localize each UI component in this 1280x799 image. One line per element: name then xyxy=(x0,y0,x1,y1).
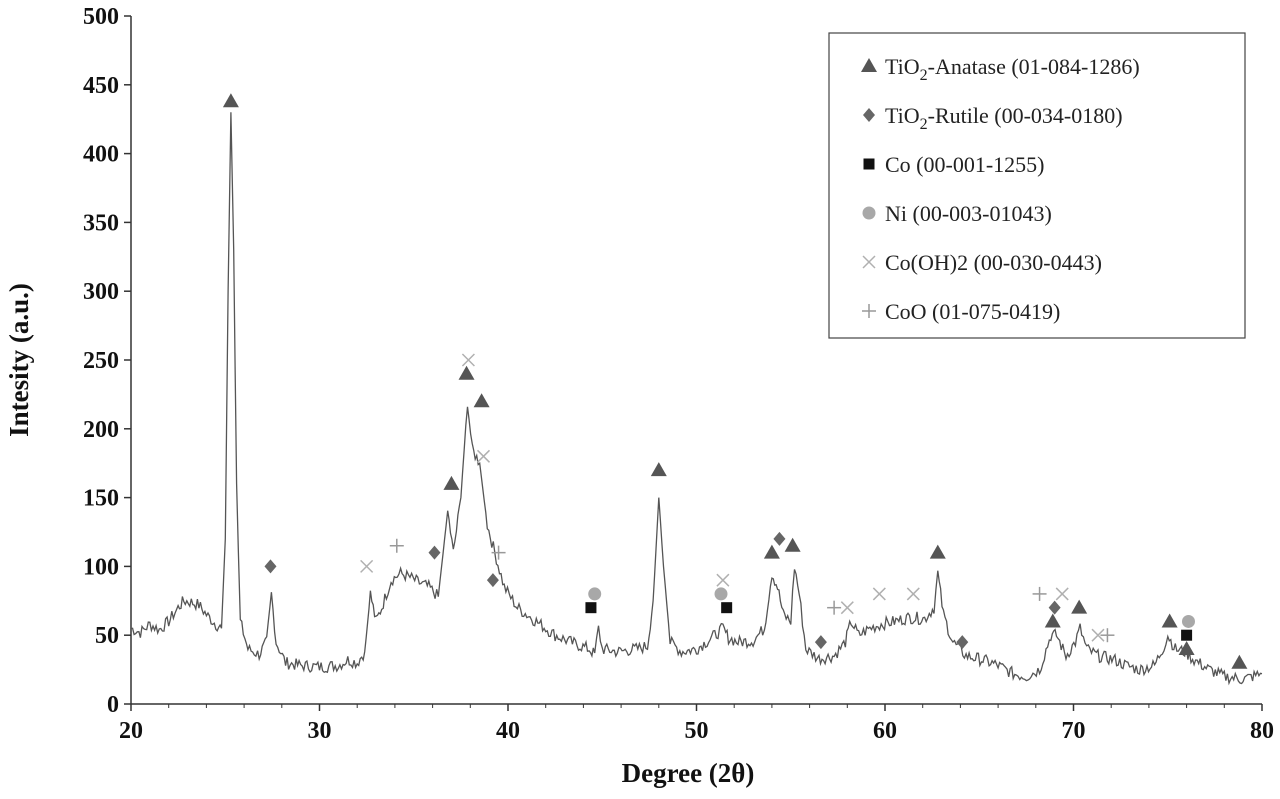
y-tick-label: 350 xyxy=(83,210,119,236)
coo-marker xyxy=(389,538,404,553)
legend-label-rutile: TiO2-Rutile (00-034-0180) xyxy=(885,103,1123,133)
coh-marker xyxy=(906,587,920,601)
phase-markers xyxy=(222,93,1248,669)
legend: TiO2-Anatase (01-084-1286)TiO2-Rutile (0… xyxy=(828,32,1246,339)
anatase-marker xyxy=(1044,613,1061,628)
legend-label-base: Co (00-001-1255) xyxy=(885,152,1044,177)
rutile-marker xyxy=(486,573,499,588)
anatase-marker xyxy=(929,544,946,559)
anatase-marker xyxy=(784,537,801,552)
legend-symbol-ni xyxy=(862,206,876,220)
x-tick-label: 60 xyxy=(873,718,897,744)
legend-label-rest: -Rutile (00-034-0180) xyxy=(928,103,1123,128)
rutile-marker xyxy=(956,635,969,650)
legend-label-base: CoO (01-075-0419) xyxy=(885,299,1060,324)
anatase-marker xyxy=(1071,599,1088,614)
rutile-marker xyxy=(814,635,827,650)
x-tick-label: 30 xyxy=(308,718,332,744)
co-marker xyxy=(585,602,597,614)
legend-label-anatase: TiO2-Anatase (01-084-1286) xyxy=(885,54,1140,84)
legend-symbol-anatase xyxy=(861,58,877,72)
coo-marker xyxy=(1032,586,1047,601)
anatase-marker xyxy=(222,93,239,108)
x-tick-label: 80 xyxy=(1250,718,1274,744)
coo-marker xyxy=(491,545,506,560)
legend-label-rest: -Anatase (01-084-1286) xyxy=(928,54,1140,79)
legend-symbol-co xyxy=(863,158,875,170)
y-tick-label: 250 xyxy=(83,348,119,374)
y-tick-label: 450 xyxy=(83,73,119,99)
legend-symbol-coh xyxy=(862,255,876,269)
coh-marker xyxy=(1055,587,1069,601)
anatase-marker xyxy=(1161,613,1178,628)
ni-marker xyxy=(588,587,602,601)
legend-label-coo: CoO (01-075-0419) xyxy=(885,299,1060,324)
y-tick-label: 300 xyxy=(83,279,119,305)
y-tick-label: 500 xyxy=(83,4,119,30)
coo-marker xyxy=(1100,628,1115,643)
y-tick-label: 150 xyxy=(83,486,119,512)
coh-marker xyxy=(716,573,730,587)
coh-marker xyxy=(461,353,475,367)
rutile-marker xyxy=(1048,600,1061,615)
anatase-marker xyxy=(443,475,460,490)
tick-labels: 0 50 100 150 200 250 300 350 400 450 500 20 30 40 50 60… xyxy=(83,4,1274,744)
legend-label-ni: Ni (00-003-01043) xyxy=(885,201,1052,226)
y-tick-label: 200 xyxy=(83,417,119,443)
legend-label-base: Ni (00-003-01043) xyxy=(885,201,1052,226)
y-axis-title: Intesity (a.u.) xyxy=(4,283,34,437)
x-axis-title: Degree (2θ) xyxy=(622,758,755,788)
rutile-marker xyxy=(264,559,277,574)
legend-label-base: TiO xyxy=(885,54,920,79)
legend-label-base: Co(OH)2 (00-030-0443) xyxy=(885,250,1102,275)
x-tick-label: 40 xyxy=(496,718,520,744)
legend-symbol-coo xyxy=(862,304,876,318)
ni-marker xyxy=(714,587,728,601)
anatase-marker xyxy=(473,393,490,408)
coh-marker xyxy=(1091,628,1105,642)
anatase-marker xyxy=(1178,640,1195,655)
legend-label-subscript: 2 xyxy=(920,67,928,84)
x-tick-label: 20 xyxy=(119,718,143,744)
rutile-marker xyxy=(773,531,786,546)
rutile-marker xyxy=(428,545,441,560)
y-tick-label: 400 xyxy=(83,142,119,168)
co-marker xyxy=(721,602,733,614)
anatase-marker xyxy=(1231,654,1248,669)
coh-marker xyxy=(872,587,886,601)
legend-box xyxy=(828,32,1246,339)
series-layer xyxy=(130,112,1263,686)
xrd-series-line xyxy=(130,112,1263,686)
coh-marker xyxy=(476,449,491,463)
coh-marker xyxy=(840,601,854,615)
legend-symbol-rutile xyxy=(863,108,875,122)
legend-label-base: TiO xyxy=(885,103,920,128)
coh-marker xyxy=(360,559,374,573)
anatase-marker xyxy=(458,365,475,380)
legend-label-coh: Co(OH)2 (00-030-0443) xyxy=(885,250,1102,275)
coo-marker xyxy=(827,600,842,615)
co-marker xyxy=(1181,629,1193,641)
y-tick-label: 50 xyxy=(95,623,119,649)
legend-label-co: Co (00-001-1255) xyxy=(885,152,1044,177)
legend-label-subscript: 2 xyxy=(920,116,928,133)
anatase-marker xyxy=(763,544,780,559)
y-tick-label: 0 xyxy=(107,692,119,718)
anatase-marker xyxy=(650,462,667,477)
x-tick-label: 70 xyxy=(1062,718,1086,744)
x-tick-label: 50 xyxy=(685,718,709,744)
ni-marker xyxy=(1181,614,1195,628)
y-tick-label: 100 xyxy=(83,554,119,580)
